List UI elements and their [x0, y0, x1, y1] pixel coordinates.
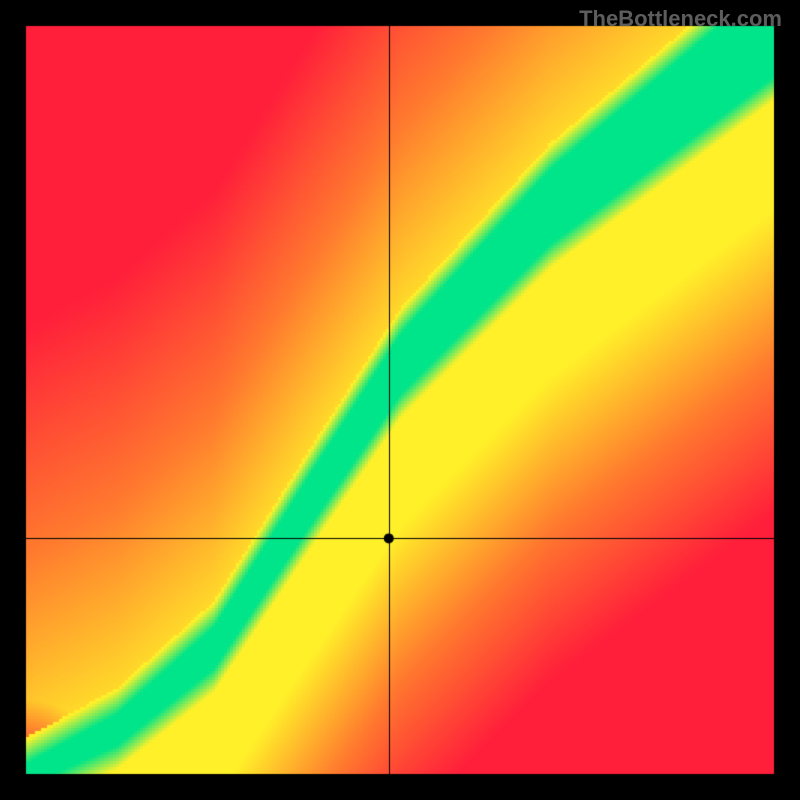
heatmap-canvas — [0, 0, 800, 800]
watermark-text: TheBottleneck.com — [579, 6, 782, 32]
chart-container: TheBottleneck.com — [0, 0, 800, 800]
